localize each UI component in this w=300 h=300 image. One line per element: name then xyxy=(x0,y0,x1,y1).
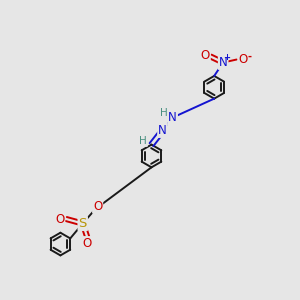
Text: N: N xyxy=(168,111,177,124)
Text: N: N xyxy=(158,124,167,137)
Text: O: O xyxy=(201,49,210,62)
Text: O: O xyxy=(93,200,102,213)
Text: +: + xyxy=(223,53,230,62)
Text: O: O xyxy=(238,53,248,66)
Text: S: S xyxy=(79,217,87,230)
Text: -: - xyxy=(247,52,251,61)
Text: N: N xyxy=(219,56,227,69)
Text: O: O xyxy=(82,237,92,250)
Text: H: H xyxy=(139,136,147,146)
Text: O: O xyxy=(55,212,64,226)
Text: H: H xyxy=(160,108,168,118)
